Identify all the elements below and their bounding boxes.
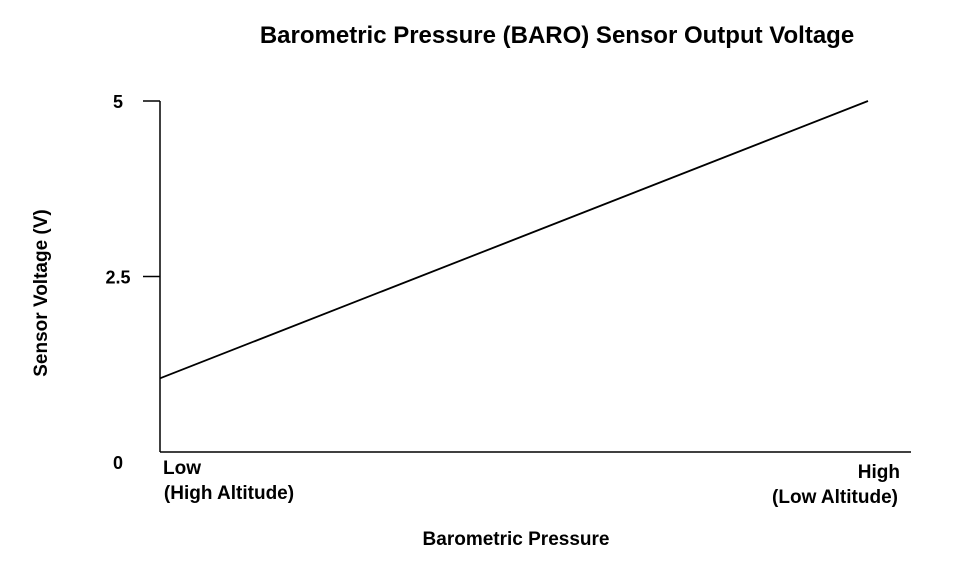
- x-category-sublabel: (High Altitude): [164, 483, 294, 504]
- x-category-label: High: [858, 462, 900, 483]
- y-tick-label: 2.5: [105, 268, 130, 288]
- x-categories: Low (High Altitude) High (Low Altitude): [163, 458, 900, 508]
- y-tick-label: 0: [113, 453, 123, 473]
- chart-title: Barometric Pressure (BARO) Sensor Output…: [260, 22, 854, 49]
- x-category-label: Low: [163, 458, 201, 479]
- series-line: [159, 100, 869, 380]
- y-ticks: 02.55: [105, 92, 160, 473]
- x-axis-label: Barometric Pressure: [423, 529, 610, 550]
- x-category-sublabel: (Low Altitude): [772, 487, 898, 508]
- series: [159, 100, 869, 380]
- y-axis-label: Sensor Voltage (V): [31, 209, 52, 377]
- y-tick-label: 5: [113, 92, 123, 112]
